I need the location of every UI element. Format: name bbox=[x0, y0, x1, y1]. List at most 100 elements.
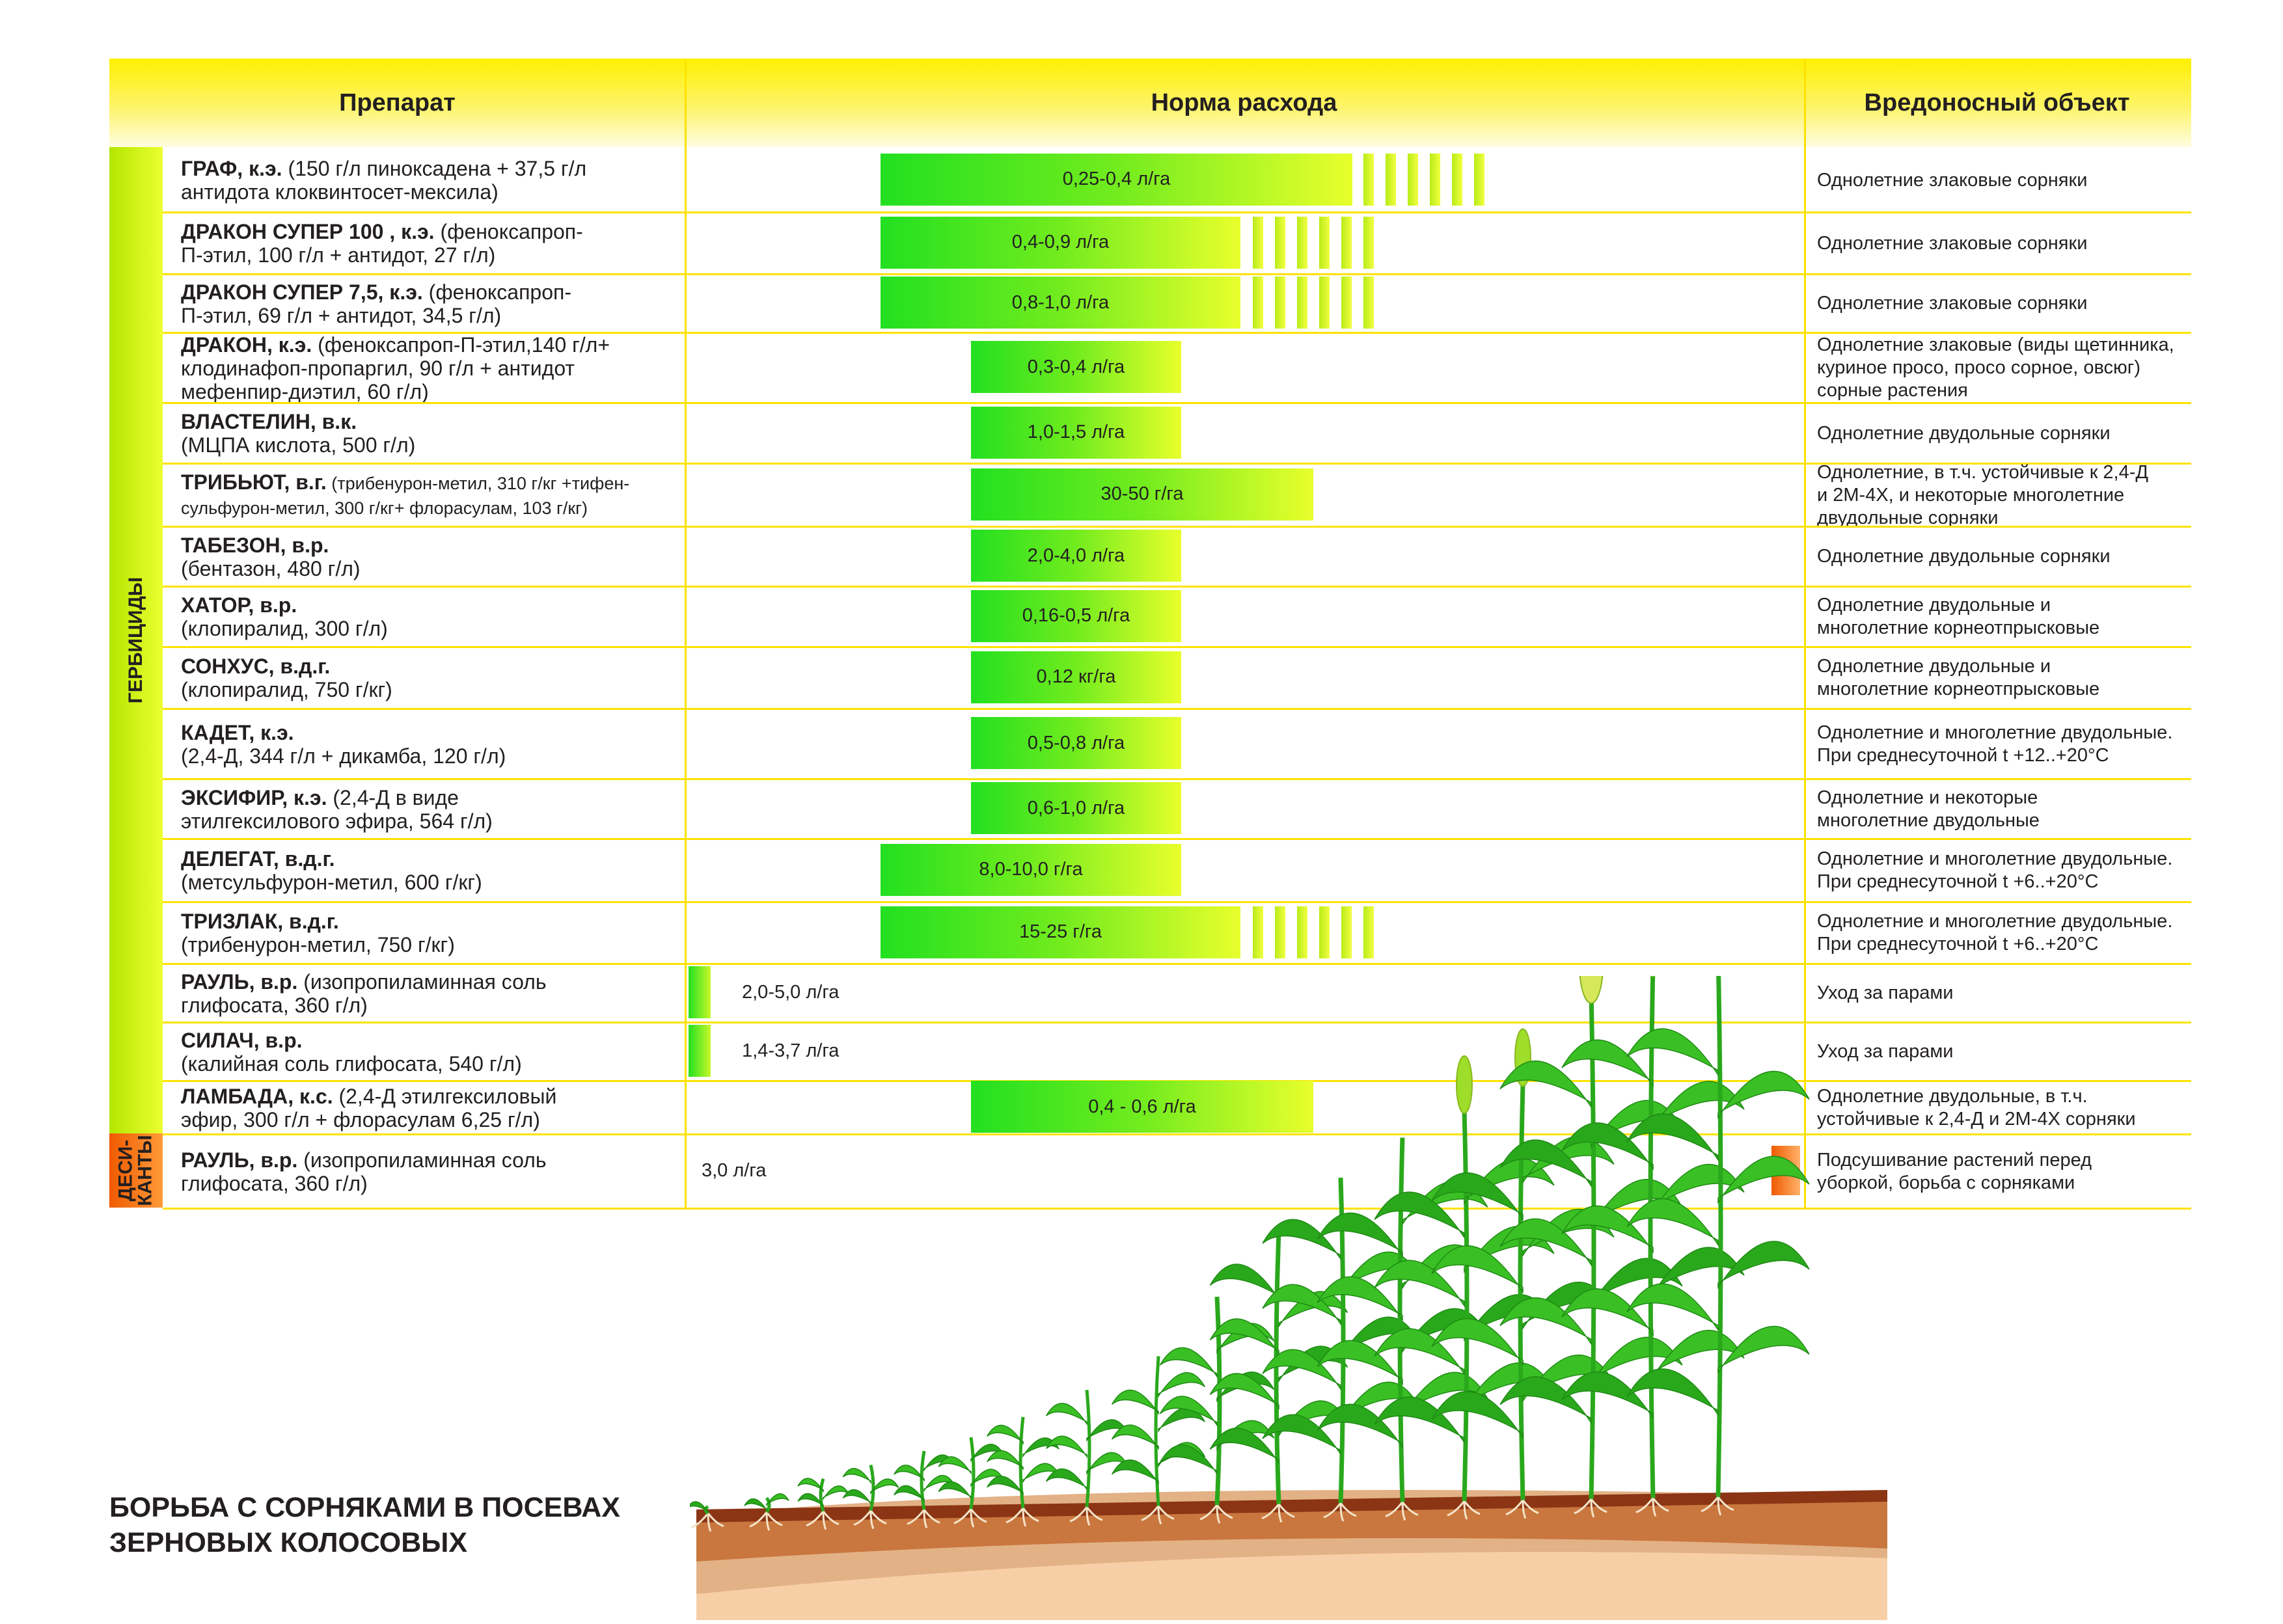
rate-bar bbox=[689, 966, 711, 1018]
product-line: ХАТОР, в.р. bbox=[181, 593, 689, 617]
plant-leaf bbox=[766, 1493, 789, 1507]
plant-roots bbox=[1574, 1498, 1607, 1518]
product-composition: эфир, 300 г/л + флорасулам 6,25 г/л) bbox=[181, 1107, 540, 1131]
target-cell: Однолетние и некоторые многолетние двудол… bbox=[1817, 780, 2188, 838]
plant-roots bbox=[1199, 1504, 1233, 1524]
product-line: ТРИБЬЮТ, в.г. (трибенурон-метил, 310 г/к… bbox=[181, 470, 689, 495]
product-name: РАУЛЬ, в.р. bbox=[181, 1148, 298, 1172]
target-line: многолетние корнеотпрысковые bbox=[1817, 679, 2100, 699]
plant-leaf bbox=[1317, 1340, 1403, 1385]
target-cell: Однолетние двудольные и многолетние корне… bbox=[1817, 588, 2188, 646]
rate-bar: 0,25-0,4 л/га bbox=[881, 153, 1352, 206]
plant-leaf bbox=[1111, 1459, 1159, 1485]
product-cell: КАДЕТ, к.э. (2,4-Д, 344 г/л + дикамба, 12… bbox=[181, 710, 689, 778]
plant-leaf bbox=[938, 1481, 972, 1500]
row-divider bbox=[163, 1208, 2191, 1210]
target-cell: Однолетние и многолетние двудольные. При … bbox=[1817, 840, 2188, 901]
product-composition: (клопиралид, 750 г/кг) bbox=[181, 678, 392, 701]
rate-bar-extension bbox=[1297, 216, 1307, 269]
plant-leaf bbox=[987, 1424, 1024, 1445]
target-line: куриное просо, просо сорное, овсюг) bbox=[1817, 357, 2141, 378]
plant-leaf bbox=[1561, 1288, 1654, 1337]
plant-stem bbox=[1397, 1137, 1405, 1502]
product-composition: (калийная соль глифосата, 540 г/л) bbox=[181, 1051, 522, 1076]
target-cell: Уход за парами bbox=[1817, 1023, 2188, 1080]
target-cell: Однолетние двудольные сорняки bbox=[1817, 404, 2188, 463]
plant-stem bbox=[1154, 1356, 1160, 1506]
product-composition: П-этил, 100 г/л + антидот, 27 г/л) bbox=[181, 243, 496, 267]
target-line: сорные растения bbox=[1817, 380, 1968, 401]
plant-leaf bbox=[1717, 1241, 1810, 1290]
plant-stem bbox=[1214, 1296, 1222, 1506]
product-cell: ДРАКОН, к.э. (феноксапроп-П-этил,140 г/л… bbox=[181, 333, 689, 403]
target-line: Однолетние и некоторые bbox=[1817, 787, 2038, 808]
rate-label: 1,4-3,7 л/га bbox=[742, 1040, 840, 1061]
target-line: устойчивые к 2,4-Д и 2М-4Х сорняки bbox=[1817, 1108, 2136, 1130]
plant-leaf bbox=[1431, 1318, 1524, 1366]
row-divider bbox=[163, 963, 2191, 965]
plant-leaf bbox=[894, 1485, 925, 1503]
plant-leaf bbox=[1158, 1372, 1206, 1398]
plant-leaf bbox=[690, 1501, 709, 1514]
plant-stem bbox=[920, 1450, 926, 1510]
product-name: ДРАКОН СУПЕР 7,5, к.э. bbox=[181, 280, 423, 304]
target-line: Однолетние двудольные сорняки bbox=[1817, 546, 2111, 567]
target-line: уборкой, борьба с сорняками bbox=[1817, 1172, 2075, 1193]
target-line: Однолетние и многолетние двудольные. bbox=[1817, 911, 2173, 932]
plant-leaf bbox=[987, 1476, 1024, 1496]
plant-leaf bbox=[1499, 1297, 1592, 1346]
product-name: СОНХУС, в.д.г. bbox=[181, 655, 331, 678]
plant-roots bbox=[1005, 1507, 1039, 1527]
target-line: Однолетние двудольные и bbox=[1817, 595, 2051, 616]
product-line: глифосата, 360 г/л) bbox=[181, 994, 689, 1017]
plant-leaf bbox=[1626, 1283, 1719, 1332]
product-composition: (изопропиламинная соль bbox=[297, 1148, 547, 1172]
product-cell: ГРАФ, к.э. (150 г/л пиноксадена + 37,5 г… bbox=[181, 149, 689, 211]
target-cell: Однолетние злаковые сорняки bbox=[1817, 149, 2188, 211]
plant-leaf bbox=[842, 1468, 871, 1484]
plant-stem bbox=[1716, 976, 1723, 1497]
plant-leaf bbox=[1045, 1435, 1087, 1459]
rate-bar: 15-25 г/га bbox=[881, 906, 1240, 958]
plant-leaf bbox=[1262, 1284, 1341, 1326]
target-line: При среднесуточной t +12..+20°С bbox=[1817, 744, 2109, 766]
product-line: сульфурон-метил, 300 г/кг+ флорасулам, 1… bbox=[181, 495, 689, 520]
plant-leaf bbox=[1374, 1328, 1465, 1376]
target-cell: Однолетние и многолетние двудольные. При … bbox=[1817, 710, 2188, 778]
category-desiccants-label: ДЕСИ- КАНТЫ bbox=[115, 1135, 156, 1206]
rate-label: 3,0 л/га bbox=[702, 1159, 767, 1181]
plant-stem bbox=[1589, 991, 1596, 1499]
plant-leaf bbox=[1431, 1245, 1524, 1293]
plant-roots bbox=[806, 1510, 840, 1530]
product-line: РАУЛЬ, в.р. (изопропиламинная соль bbox=[181, 970, 689, 994]
plant-leaf bbox=[1561, 1039, 1654, 1088]
product-line: глифосата, 360 г/л) bbox=[181, 1172, 689, 1195]
target-line: Уход за парами bbox=[1817, 982, 1954, 1003]
plant-leaf bbox=[797, 1493, 824, 1508]
rate-bar-extension bbox=[1363, 906, 1374, 958]
plant-leaf bbox=[1111, 1389, 1159, 1416]
plant-leaf bbox=[744, 1498, 767, 1512]
plant-leaf bbox=[842, 1489, 871, 1506]
product-line: ДЕЛЕГАТ, в.д.г. bbox=[181, 847, 689, 871]
plant-roots bbox=[749, 1511, 783, 1531]
plant-leaf bbox=[1717, 1070, 1810, 1119]
row-divider bbox=[163, 332, 2191, 334]
table-header: Препарат Норма расхода Вредоносный объек… bbox=[109, 59, 2191, 147]
target-cell: Однолетние, в т.ч. устойчивые к 2,4-Д и 2… bbox=[1817, 462, 2188, 528]
plant-stem bbox=[1518, 1083, 1525, 1500]
product-line: (трибенурон-метил, 750 г/кг) bbox=[181, 933, 689, 956]
product-name: ДРАКОН СУПЕР 100 , к.э. bbox=[181, 220, 435, 243]
product-line: (МЦПА кислота, 500 г/л) bbox=[181, 433, 689, 457]
product-name: ТРИБЬЮТ, в.г. bbox=[181, 470, 327, 494]
product-composition: (2,4-Д этилгексиловый bbox=[333, 1084, 557, 1108]
plant-leaf bbox=[1717, 1325, 1810, 1374]
plant-leaf bbox=[1262, 1414, 1341, 1456]
row-divider bbox=[163, 1133, 2191, 1135]
product-line: ДРАКОН СУПЕР 7,5, к.э. (феноксапроп- bbox=[181, 280, 689, 304]
product-composition: (феноксапроп- bbox=[434, 220, 583, 243]
plant-leaf bbox=[1159, 1396, 1218, 1427]
product-cell: ВЛАСТЕЛИН, в.к. (МЦПА кислота, 500 г/л) bbox=[181, 404, 689, 463]
product-line: (клопиралид, 750 г/кг) bbox=[181, 678, 689, 701]
product-cell: ДРАКОН СУПЕР 7,5, к.э. (феноксапроп- П-эт… bbox=[181, 275, 689, 332]
